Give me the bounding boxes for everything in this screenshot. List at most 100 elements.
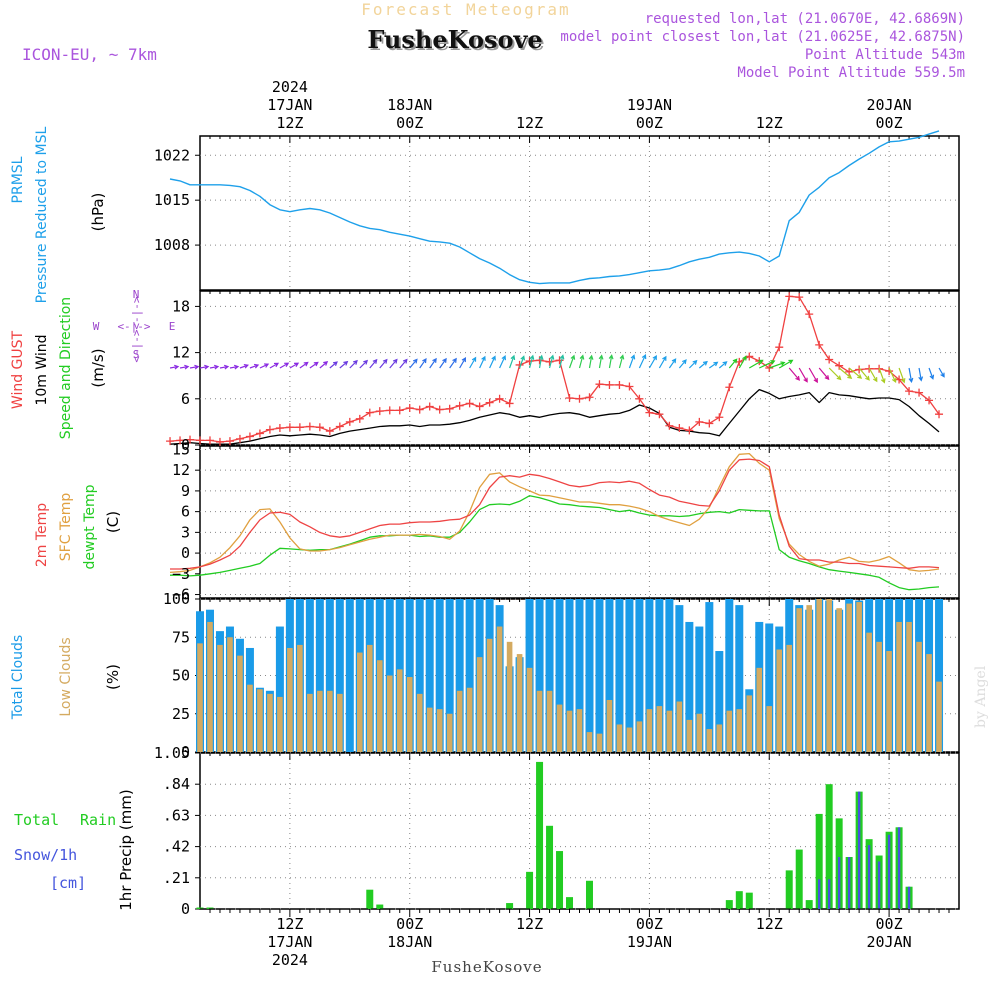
wind-direction-arrow	[938, 367, 945, 378]
low-cloud-bar	[806, 605, 812, 752]
ytick-label: 6	[181, 503, 190, 521]
low-cloud-bar	[866, 632, 872, 752]
wind-direction-arrow	[538, 354, 544, 369]
total-cloud-bar	[715, 651, 724, 752]
low-cloud-bar	[726, 710, 733, 752]
total-cloud-bar	[425, 599, 434, 752]
gust-marker	[825, 355, 834, 364]
ytick-label: 18	[172, 297, 190, 315]
total-cloud-bar	[635, 599, 644, 752]
gust-marker	[315, 423, 324, 432]
wind-direction-arrow	[399, 358, 408, 369]
panel-frame	[199, 752, 960, 910]
time-label-top: 00Z	[876, 114, 903, 132]
gust-marker	[805, 310, 814, 319]
low-cloud-bar	[736, 709, 743, 752]
wind-gust-label: Wind GUST	[10, 330, 26, 409]
wind-direction-arrow	[868, 367, 878, 383]
gust-marker	[295, 423, 304, 432]
gust-marker	[305, 422, 314, 431]
wind-direction-arrow	[728, 358, 738, 369]
rain-bar	[825, 784, 833, 909]
ytick-label: 12	[172, 461, 190, 479]
total-cloud-bar	[645, 599, 654, 752]
time-label-bottom: 12Z	[516, 915, 543, 933]
total-cloud-bar	[535, 599, 544, 752]
wind-direction-arrow	[828, 367, 842, 381]
wind-direction-arrow	[738, 355, 747, 369]
series-line-dewpt-temp	[170, 495, 940, 591]
low-cloud-bar	[287, 647, 293, 752]
gust-marker	[715, 413, 724, 422]
wind-direction-arrow	[519, 355, 525, 369]
time-label-bottom: 19JAN	[627, 933, 672, 951]
low-cloud-bar	[536, 690, 543, 752]
low-cloud-bar	[576, 709, 583, 752]
total-cloud-bar	[465, 599, 474, 752]
total-cloud-bar	[305, 599, 314, 752]
gust-marker	[625, 382, 634, 391]
gust-marker	[745, 352, 754, 361]
wind-direction-arrow	[769, 361, 786, 369]
ytick-label: .63	[163, 806, 190, 824]
wind-direction-arrow	[509, 354, 516, 369]
total-cloud-bar	[685, 621, 694, 752]
wind-direction-arrow	[798, 367, 808, 383]
hpa-unit-label: (hPa)	[89, 193, 107, 232]
percent-unit-label: (%)	[104, 664, 122, 690]
wind-direction-arrow	[558, 354, 565, 369]
wind-direction-arrow	[169, 364, 180, 370]
gust-marker	[925, 396, 934, 405]
ytick-label: 1.05	[154, 744, 190, 762]
wind-direction-arrow	[239, 363, 249, 369]
rain-bar	[805, 900, 813, 909]
wind-direction-arrow	[329, 361, 338, 369]
time-label-top: 2024	[272, 78, 308, 96]
rain-bar	[785, 870, 793, 909]
gust-marker	[255, 429, 264, 438]
low-cloud-bar	[686, 719, 693, 752]
gust-marker	[695, 417, 704, 426]
wind-direction-arrow	[319, 361, 329, 369]
wind-direction-arrow	[189, 364, 200, 370]
low-cloud-bar	[307, 693, 313, 752]
wind-direction-arrow	[668, 358, 677, 369]
total-cloud-bar	[575, 599, 584, 752]
time-label-bottom: 12Z	[756, 915, 783, 933]
total-cloud-bar	[585, 599, 594, 752]
panel-frame	[199, 445, 960, 599]
requested-coords: requested lon,lat (21.0670E, 42.6869N)	[645, 11, 965, 27]
snow-bar	[857, 791, 861, 909]
wind-direction-arrow	[449, 357, 457, 369]
low-cloud-bar	[416, 693, 423, 752]
rain-bar	[376, 904, 384, 909]
gust-marker	[495, 394, 504, 403]
gust-marker	[375, 407, 384, 416]
panel-frame	[199, 135, 960, 291]
low-cloud-bar	[596, 733, 603, 752]
point-altitude: Point Altitude 543m	[805, 47, 965, 63]
gust-marker	[575, 394, 584, 403]
gust-marker	[355, 414, 364, 423]
time-label-bottom: 2024	[272, 951, 308, 969]
gust-marker	[605, 380, 614, 389]
wind-direction-arrow	[658, 355, 667, 369]
low-cloud-bar	[556, 704, 563, 752]
low-cloud-bar	[297, 644, 303, 752]
compass-n: N	[133, 288, 140, 301]
wind-direction-arrow	[759, 360, 776, 369]
rain-bar	[725, 900, 733, 909]
snow-bar	[897, 827, 901, 909]
model-point-altitude: Model Point Altitude 559.5m	[737, 65, 965, 81]
wind-direction-arrow	[429, 357, 437, 369]
wind-direction-arrow	[419, 358, 427, 369]
low-cloud-bar	[327, 690, 333, 752]
low-cloud-bar	[217, 644, 223, 752]
total-cloud-bar	[655, 599, 664, 752]
wind-direction-arrow	[209, 364, 220, 370]
low-cloud-bar	[626, 727, 633, 752]
gust-marker	[335, 422, 344, 431]
wind-direction-arrow	[928, 367, 935, 380]
wind-direction-arrow	[898, 367, 906, 384]
